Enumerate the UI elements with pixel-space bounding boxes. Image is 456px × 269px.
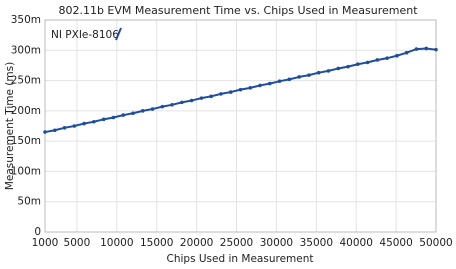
y-tick-label: 100m xyxy=(11,165,41,177)
data-point xyxy=(52,128,57,133)
legend-label: NI PXIe-8106 xyxy=(51,29,119,41)
data-point xyxy=(160,104,165,109)
data-point xyxy=(404,50,409,55)
x-tick-label: 20000 xyxy=(180,237,213,249)
x-tick-label: 15000 xyxy=(140,237,173,249)
data-point xyxy=(209,94,213,99)
data-point xyxy=(287,77,292,82)
data-point xyxy=(365,60,370,65)
x-tick-label: 25000 xyxy=(220,237,253,249)
data-point xyxy=(346,64,350,69)
data-point xyxy=(316,70,321,75)
y-tick-label: 300m xyxy=(11,44,41,56)
data-point xyxy=(150,107,155,111)
data-point xyxy=(268,81,272,86)
data-point xyxy=(336,66,341,71)
data-point xyxy=(307,73,311,77)
data-point xyxy=(297,75,301,79)
data-point xyxy=(180,100,184,105)
x-tick-label: 10000 xyxy=(100,237,133,249)
x-tick-label: 40000 xyxy=(340,237,373,249)
data-point xyxy=(43,130,47,134)
data-point xyxy=(258,83,262,88)
data-point xyxy=(434,47,438,52)
x-tick-label: 35000 xyxy=(300,237,333,249)
data-point xyxy=(92,119,96,124)
data-point xyxy=(199,96,204,100)
x-tick-label: 30000 xyxy=(260,237,293,249)
data-point xyxy=(170,103,174,107)
data-point xyxy=(395,53,399,58)
x-tick-label: 45000 xyxy=(379,237,412,249)
data-point xyxy=(238,87,243,92)
y-axis-label: Measurement Time (ms) xyxy=(4,62,16,190)
y-tick-label: 50m xyxy=(17,196,41,208)
x-tick-label: 50000 xyxy=(419,237,452,249)
y-tick-label: 150m xyxy=(11,135,41,147)
data-point xyxy=(101,117,106,122)
data-point xyxy=(131,111,135,116)
y-tick-label: 250m xyxy=(11,75,41,87)
plot-border xyxy=(44,19,437,233)
data-point xyxy=(414,47,419,51)
data-point xyxy=(385,56,389,60)
data-point xyxy=(62,126,67,130)
data-point xyxy=(189,98,194,103)
data-point xyxy=(248,86,253,90)
x-tick-label: 1000 xyxy=(32,237,59,249)
data-point xyxy=(356,62,360,67)
chart-title: 802.11b EVM Measurement Time vs. Chips U… xyxy=(58,4,418,17)
data-point xyxy=(140,109,145,113)
data-point xyxy=(82,121,86,126)
x-axis-label: Chips Used in Measurement xyxy=(167,253,314,265)
data-point xyxy=(326,69,331,73)
data-point xyxy=(219,92,223,96)
data-point xyxy=(228,90,233,94)
y-tick-label: 350m xyxy=(11,14,41,26)
legend-swatch xyxy=(115,27,122,41)
y-tick-label: 200m xyxy=(11,105,41,117)
y-tick-label: 0 xyxy=(34,226,41,238)
x-tick-label: 5000 xyxy=(64,237,91,249)
data-point xyxy=(72,124,77,128)
data-point xyxy=(375,58,380,62)
data-point xyxy=(277,79,282,83)
data-point xyxy=(121,113,125,117)
data-point xyxy=(111,115,116,120)
data-point xyxy=(424,46,429,51)
